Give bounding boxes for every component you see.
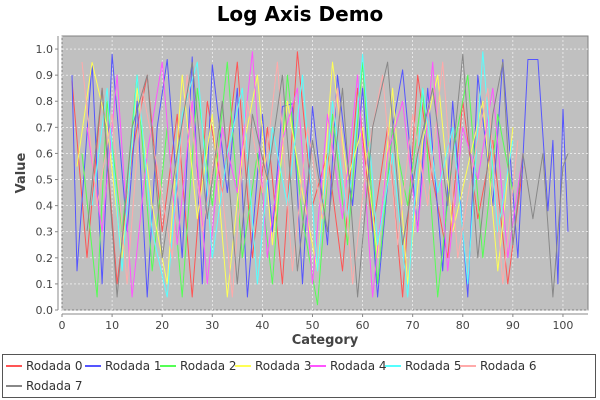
legend-item: Rodada 3 xyxy=(235,359,312,373)
legend-item: Rodada 2 xyxy=(160,359,237,373)
plot-area: 0.0 0.1 0.2 0.3 0.4 0.5 0.6 0.7 0.8 0.9 1.0 0 10 20 30… xyxy=(14,35,589,348)
legend-label: Rodada 3 xyxy=(255,359,312,373)
legend-swatch xyxy=(160,365,176,367)
legend-label: Rodada 1 xyxy=(105,359,162,373)
y-tick-label: 0.7 xyxy=(36,121,54,134)
legend-label: Rodada 7 xyxy=(26,379,83,393)
series-line-4 xyxy=(86,51,524,298)
x-tick-label: 10 xyxy=(105,319,119,332)
y-tick-label: 0.8 xyxy=(36,95,54,108)
y-tick-label: 1.0 xyxy=(36,43,54,56)
legend-swatch xyxy=(310,365,326,367)
x-tick-label: 0 xyxy=(59,319,66,332)
legend-swatch xyxy=(6,385,22,387)
legend-item: Rodada 4 xyxy=(310,359,387,373)
legend-swatch xyxy=(6,365,22,367)
axes: 0.0 0.1 0.2 0.3 0.4 0.5 0.6 0.7 0.8 0.9 1.0 0 10 20 30… xyxy=(14,36,588,348)
series-line-7 xyxy=(86,53,569,298)
x-tick-label: 50 xyxy=(305,319,319,332)
legend-item: Rodada 7 xyxy=(6,379,83,393)
y-tick-label: 0.9 xyxy=(36,69,54,82)
legend-item: Rodada 6 xyxy=(460,359,537,373)
legend-swatch xyxy=(85,365,101,367)
legend-swatch xyxy=(460,365,476,367)
legend-label: Rodada 4 xyxy=(330,359,387,373)
x-axis-label: Category xyxy=(292,333,359,348)
legend-swatch xyxy=(385,365,401,367)
series-layer xyxy=(71,51,569,306)
y-tick-label: 0.3 xyxy=(36,226,54,239)
legend-item: Rodada 1 xyxy=(85,359,162,373)
legend-label: Rodada 0 xyxy=(26,359,83,373)
legend-swatch xyxy=(235,365,251,367)
x-tick-label: 40 xyxy=(255,319,269,332)
y-tick-label: 0.1 xyxy=(36,278,54,291)
y-tick-label: 0.5 xyxy=(36,174,54,187)
legend-item: Rodada 5 xyxy=(385,359,462,373)
legend-item: Rodada 0 xyxy=(6,359,83,373)
legend: Rodada 0 Rodada 1 Rodada 2 Rodada 3 Rodada 4… xyxy=(2,354,596,398)
y-tick-label: 0.4 xyxy=(36,200,54,213)
legend-label: Rodada 6 xyxy=(480,359,537,373)
series-line-5 xyxy=(91,51,514,298)
series-line-3 xyxy=(76,61,514,298)
x-tick-label: 80 xyxy=(456,319,470,332)
y-tick-label: 0.2 xyxy=(36,252,54,265)
y-axis-label: Value xyxy=(14,152,29,193)
x-tick-label: 90 xyxy=(506,319,520,332)
x-tick-label: 20 xyxy=(155,319,169,332)
chart-title: Log Axis Demo xyxy=(216,2,384,26)
x-tick-label: 70 xyxy=(406,319,420,332)
y-tick-label: 0.6 xyxy=(36,147,54,160)
series-line-6 xyxy=(81,61,519,298)
y-tick-label: 0.0 xyxy=(36,304,54,317)
x-tick-label: 100 xyxy=(552,319,573,332)
legend-label: Rodada 2 xyxy=(180,359,237,373)
x-tick-label: 60 xyxy=(356,319,370,332)
x-tick-label: 30 xyxy=(205,319,219,332)
legend-label: Rodada 5 xyxy=(405,359,462,373)
